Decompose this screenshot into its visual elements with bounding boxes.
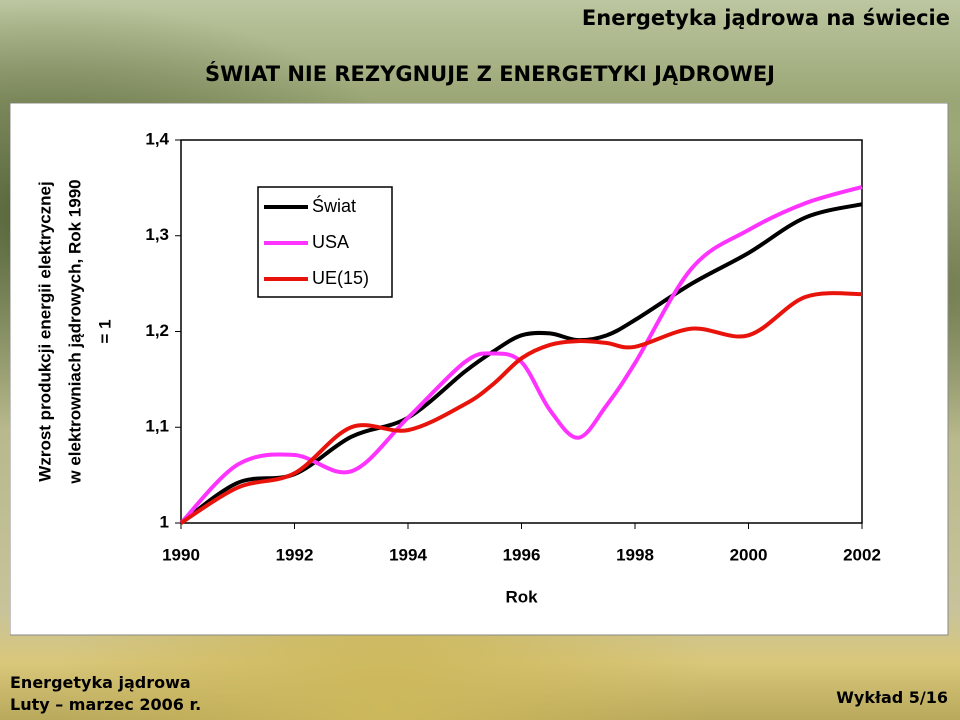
chart-area (10, 103, 949, 636)
y-tick-label: 1,4 (145, 129, 169, 148)
chart: 1 1,1 1,2 1,3 1,4 1990 1992 1994 1996 1998 2000 200… (10, 103, 949, 636)
legend-label: UE(15) (312, 268, 369, 288)
y-tick-label: 1,1 (145, 417, 169, 436)
y-axis-label: w elektrowniach jądrowych, Rok 1990 (65, 179, 84, 484)
legend-label: USA (312, 232, 349, 252)
x-axis-label: Rok (505, 587, 538, 606)
series-line (179, 202, 863, 525)
x-tick-label: 1998 (616, 545, 654, 564)
series-line (179, 291, 863, 525)
y-axis-label: Wzrost produkcji energii elektrycznej (35, 181, 54, 481)
slide-subtitle: ŚWIAT NIE REZYGNUJE Z ENERGETYKI JĄDROWE… (204, 62, 775, 86)
y-tick-label: 1,3 (145, 225, 169, 244)
series-line (179, 184, 863, 525)
x-tick-label: 2000 (730, 545, 768, 564)
x-tick-label: 1990 (162, 545, 200, 564)
footer-right: Wykład 5/16 (836, 688, 948, 707)
x-tick-label: 1994 (389, 545, 427, 564)
x-tick-label: 1996 (503, 545, 541, 564)
y-axis-label: = 1 (95, 319, 114, 343)
footer-line: Luty – marzec 2006 r. (10, 695, 202, 714)
footer-line: Energetyka jądrowa (10, 673, 191, 692)
footer-left: Energetyka jądrowa Luty – marzec 2006 r. (10, 672, 201, 716)
slide-title: Energetyka jądrowa na świecie (581, 6, 950, 30)
x-tick-label: 2002 (843, 545, 881, 564)
x-tick-label: 1992 (276, 545, 314, 564)
y-tick-label: 1 (160, 512, 169, 531)
legend-label: Świat (312, 195, 356, 216)
y-tick-label: 1,2 (145, 321, 169, 340)
